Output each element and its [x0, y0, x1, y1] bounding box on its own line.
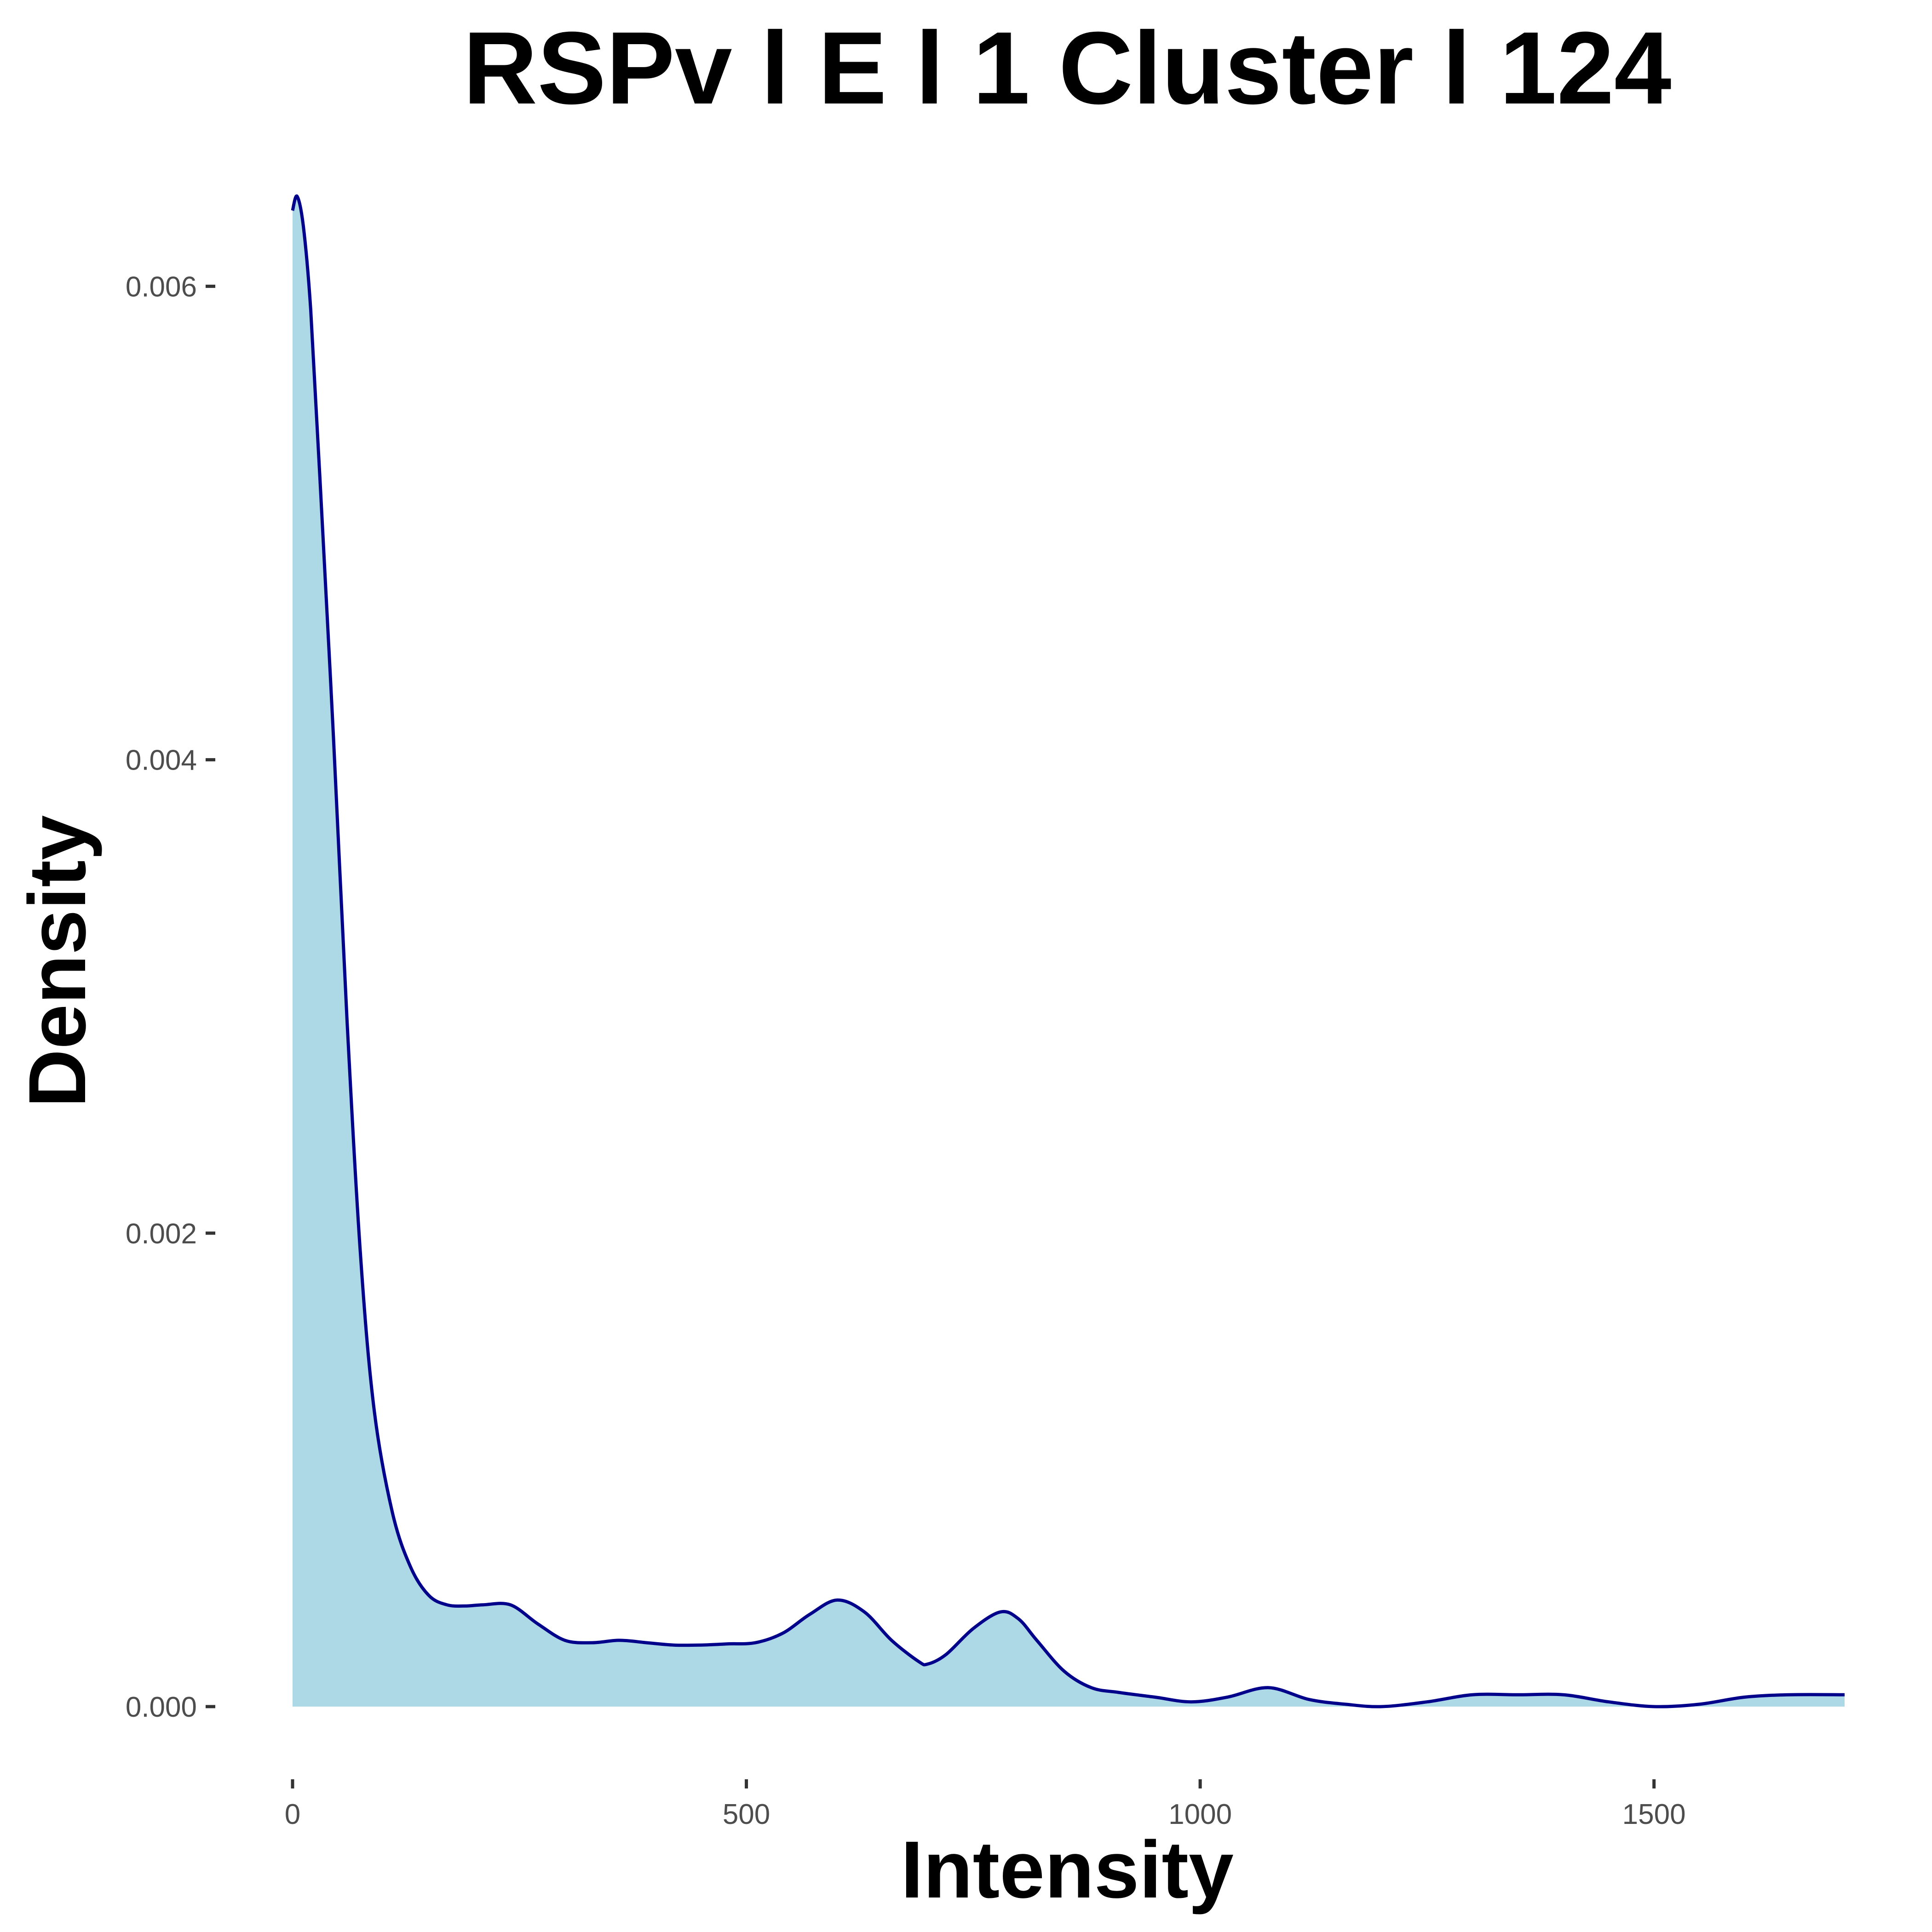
chart-title: RSPv l E l 1 Cluster l 124 [463, 11, 1672, 126]
density-area [293, 196, 1845, 1707]
y-tick-label: 0.006 [126, 271, 197, 303]
x-tick-label: 0 [285, 1799, 300, 1830]
plot-area [291, 194, 1845, 1708]
density-line [291, 194, 1845, 1708]
x-tick-label: 500 [723, 1799, 770, 1830]
x-tick-label: 1500 [1622, 1799, 1686, 1830]
y-tick-label: 0.002 [126, 1218, 197, 1250]
x-tick-label: 1000 [1168, 1799, 1232, 1830]
y-axis-title: Density [12, 815, 103, 1108]
y-axis: 0.000 0.002 0.004 0.006 [126, 271, 215, 1723]
x-axis-title: Intensity [901, 1825, 1234, 1915]
y-tick-label: 0.004 [126, 745, 197, 776]
x-axis: 0 500 1000 1500 [285, 1779, 1686, 1830]
y-tick-label: 0.000 [126, 1691, 197, 1723]
